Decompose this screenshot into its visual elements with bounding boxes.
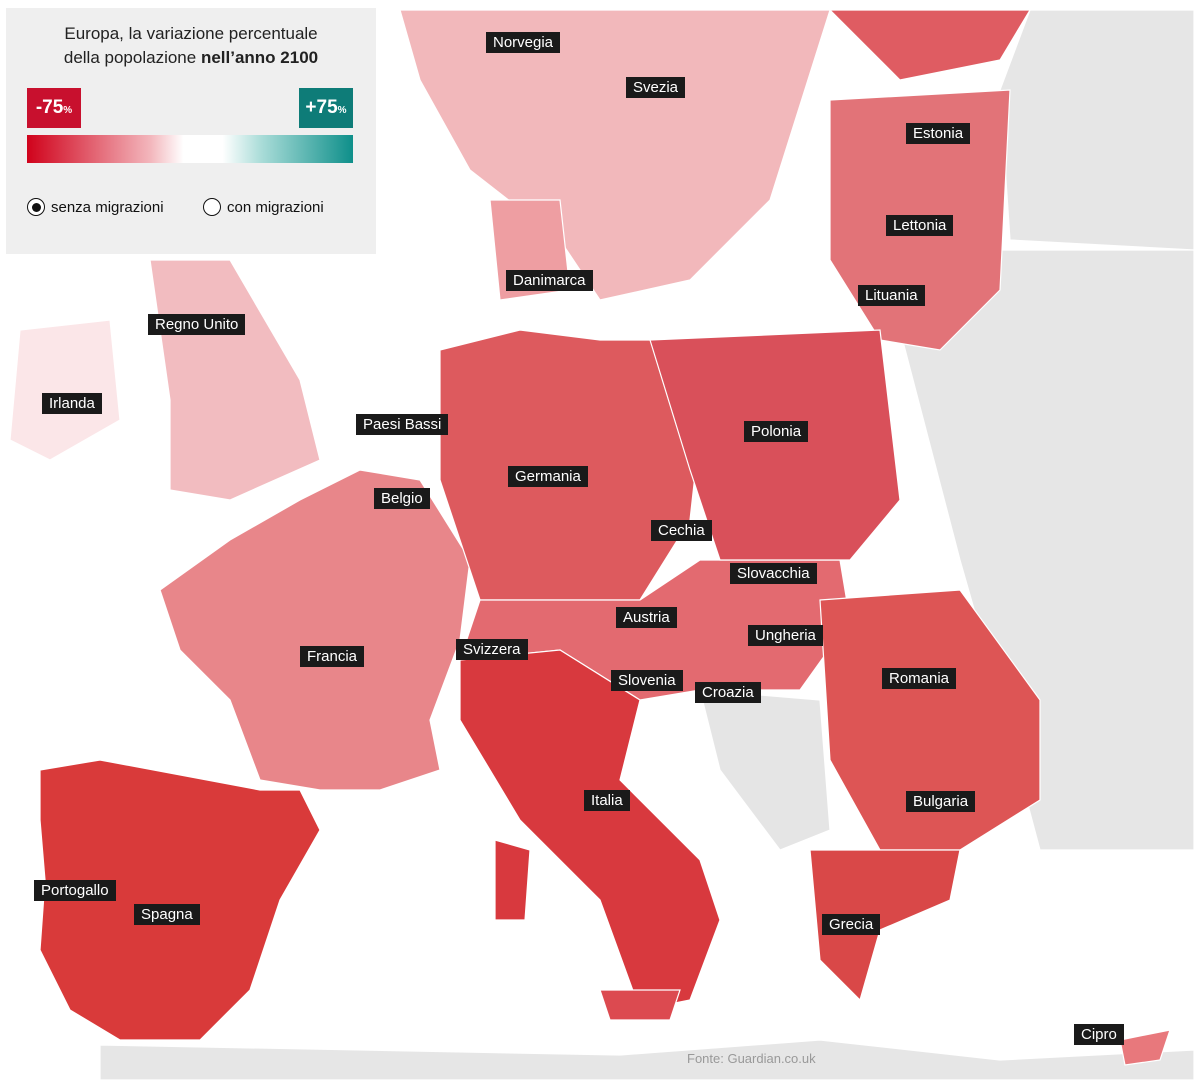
country-label: Slovenia (611, 670, 683, 691)
radio-label[interactable]: con migrazioni (227, 198, 324, 216)
region (819, 589, 1041, 851)
country-label: Cechia (651, 520, 712, 541)
legend-max: +75% (299, 88, 353, 128)
region (1119, 1029, 1171, 1066)
region (159, 469, 471, 791)
legend-title: Europa, la variazione percentuale della … (6, 22, 376, 70)
country-label: Austria (616, 607, 677, 628)
country-label: Cipro (1074, 1024, 1124, 1045)
country-label: Svezia (626, 77, 686, 98)
radio-option[interactable]: con migrazioni (203, 198, 324, 216)
country-label: Svizzera (456, 639, 528, 660)
land-gray (999, 9, 1194, 251)
land-gray (99, 1039, 1194, 1080)
country-label: Lituania (858, 285, 925, 306)
region (459, 649, 721, 1011)
radio-dot[interactable] (203, 198, 221, 216)
region (149, 259, 321, 501)
unit: % (63, 105, 73, 116)
country-label: Spagna (134, 904, 200, 925)
country-label: Croazia (695, 682, 761, 703)
country-label: Ungheria (748, 625, 823, 646)
country-label: Paesi Bassi (356, 414, 449, 435)
legend-min: -75% (27, 88, 81, 128)
region (9, 319, 121, 461)
source: Fonte: Guardian.co.uk (687, 1051, 816, 1066)
region (649, 329, 901, 561)
land-gray (699, 689, 831, 851)
title-bold: nell’anno 2100 (200, 48, 319, 67)
title-text: della popolazione (63, 48, 197, 67)
unit: % (337, 105, 347, 116)
country-label: Francia (300, 646, 365, 667)
country-label: Italia (584, 790, 630, 811)
country-label: Lettonia (886, 215, 954, 236)
legend: Europa, la variazione percentuale della … (6, 8, 376, 254)
radio-label[interactable]: senza migrazioni (51, 198, 164, 216)
country-label: Portogallo (34, 880, 116, 901)
title-text: Europa, la variazione percentuale (64, 24, 318, 43)
country-label: Germania (508, 466, 588, 487)
min-label: -75 (35, 97, 64, 118)
country-label: Grecia (822, 914, 881, 935)
max-label: +75 (305, 97, 338, 118)
color-scale (27, 135, 353, 163)
country-label: Norvegia (486, 32, 561, 53)
region (399, 9, 831, 301)
country-label: Slovacchia (730, 563, 817, 584)
country-label: Danimarca (506, 270, 593, 291)
region (494, 839, 531, 921)
country-label: Polonia (744, 421, 809, 442)
region (599, 989, 681, 1021)
country-label: Regno Unito (148, 314, 246, 335)
radio-option[interactable]: senza migrazioni (27, 198, 164, 216)
radio-dot[interactable] (27, 198, 45, 216)
region (828, 9, 1032, 81)
country-label: Romania (882, 668, 957, 689)
country-label: Bulgaria (906, 791, 976, 812)
country-label: Belgio (374, 488, 430, 509)
country-label: Irlanda (42, 393, 102, 414)
country-label: Estonia (906, 123, 971, 144)
